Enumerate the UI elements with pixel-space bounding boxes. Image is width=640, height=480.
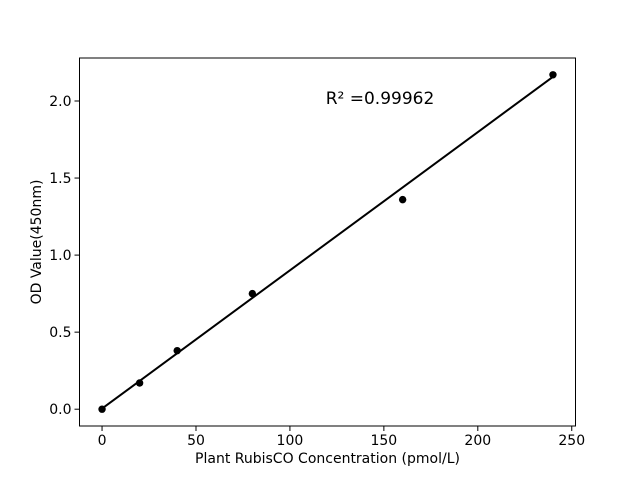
y-tick-label: 0.0 [49,402,71,418]
x-tick-label: 100 [277,433,304,449]
data-point [173,346,181,355]
data-point [98,405,106,413]
x-tick-label: 50 [187,433,205,449]
fit-line [101,75,554,410]
y-tick-label: 1.0 [49,248,71,264]
data-point [549,71,557,79]
y-tick-label: 2.0 [49,94,71,110]
x-tick-label: 250 [558,433,585,449]
x-tick-label: 200 [464,433,491,449]
plot-border [79,57,576,427]
axis-ticks [74,100,573,431]
x-tick-label: 0 [98,433,107,449]
data-point [248,289,257,298]
x-axis-label: Plant RubisCO Concentration (pmol/L) [195,451,460,467]
y-axis-label: OD Value(450nm) [29,179,45,305]
x-tick-label: 150 [370,433,397,449]
data-layer [98,71,557,413]
data-point [135,379,144,387]
y-tick-label: 1.5 [49,171,71,187]
data-point [398,195,407,204]
r-squared-annotation: R² =0.99962 [325,89,435,109]
tick-labels: 0 50 100 150 200 250 0.0 0.5 1.0 1.5 2.0 [49,94,585,449]
y-tick-label: 0.5 [49,325,71,341]
